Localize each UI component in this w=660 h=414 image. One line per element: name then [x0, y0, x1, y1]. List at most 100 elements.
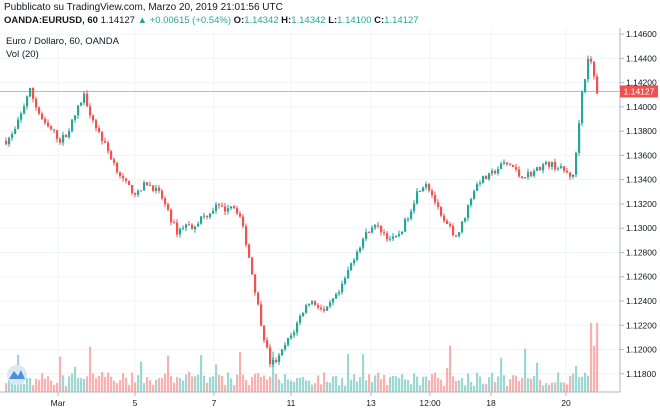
candle-body: [392, 236, 395, 239]
volume-bar: [482, 383, 485, 392]
candle-body: [401, 231, 404, 235]
high-value: 1.14342: [291, 15, 326, 26]
candle-body: [407, 218, 410, 220]
candle-body: [536, 167, 539, 171]
candle-body: [521, 176, 524, 179]
candle-body: [467, 204, 470, 218]
candle-body: [128, 180, 131, 185]
candle-body: [179, 228, 182, 235]
volume-bar: [575, 365, 578, 392]
candle-body: [293, 332, 296, 336]
volume-bar: [155, 379, 158, 392]
volume-bar: [479, 376, 482, 392]
candle-body: [269, 347, 272, 365]
volume-bar: [431, 374, 434, 392]
volume-bar: [359, 377, 362, 392]
last-price-badge: 1.14127: [620, 85, 658, 98]
candle-body: [503, 162, 506, 164]
volume-bar: [488, 377, 491, 392]
volume-bar: [521, 377, 524, 392]
x-tick-label: 13: [366, 398, 376, 408]
volume-bar: [200, 355, 203, 392]
candle-body: [413, 203, 416, 212]
close-label: C:: [374, 15, 385, 26]
price-axis[interactable]: 1.14600 1.14400 1.14200 1.14000 1.13800 1.136…: [620, 29, 657, 379]
candle-body: [461, 221, 464, 233]
candle-body: [71, 119, 74, 132]
candle-body: [83, 93, 86, 103]
candle-body: [560, 166, 563, 169]
change-text: +0.00615 (+0.54%): [149, 15, 231, 26]
candle-body: [131, 184, 134, 194]
y-tick-label: 1.13800: [626, 126, 657, 136]
candle-body: [575, 152, 578, 175]
volume-bar: [128, 384, 131, 392]
volume-bar: [563, 382, 566, 392]
candle-body: [464, 217, 467, 222]
volume-bar: [242, 374, 245, 392]
candle-body: [98, 128, 101, 133]
candle-body: [77, 105, 80, 116]
y-tick-label: 1.13400: [626, 175, 657, 185]
candle-body: [86, 93, 89, 107]
volume-bar: [377, 372, 380, 392]
candle-body: [512, 164, 515, 168]
volume-bar: [209, 377, 212, 392]
candlesticks: [5, 55, 599, 368]
volume-bar: [179, 378, 182, 392]
candle-body: [161, 190, 164, 199]
volume-bar: [329, 382, 332, 392]
volume-bar: [509, 379, 512, 392]
volume-bar: [308, 380, 311, 392]
volume-bar: [281, 383, 284, 392]
candle-body: [245, 226, 248, 245]
volume-bar: [539, 379, 542, 392]
volume-bar: [491, 372, 494, 392]
candle-body: [278, 355, 281, 363]
last-price-badge-text: 1.14127: [624, 86, 655, 96]
candle-body: [314, 301, 317, 306]
volume-bar: [110, 376, 113, 392]
volume-bar: [80, 378, 83, 392]
candle-body: [440, 206, 443, 216]
volume-bar: [485, 383, 488, 392]
volume-bar: [206, 382, 209, 392]
volume-bar: [464, 385, 467, 392]
candle-body: [542, 164, 545, 171]
y-tick-label: 1.12600: [626, 272, 657, 282]
candle-body: [212, 210, 215, 214]
volume-bar: [29, 378, 32, 392]
candle-body: [545, 162, 548, 165]
candle-body: [452, 225, 455, 236]
candle-body: [515, 167, 518, 170]
volume-bar: [350, 379, 353, 392]
volume-bar: [437, 378, 440, 392]
candle-body: [527, 172, 530, 178]
volume-bar: [500, 357, 503, 392]
up-arrow-icon: ▲: [137, 15, 147, 26]
volume-bar: [560, 382, 563, 392]
volume-bar: [176, 377, 179, 392]
candle-body: [92, 115, 95, 121]
candle-body: [29, 87, 32, 97]
candle-body: [410, 211, 413, 219]
time-axis[interactable]: Mar 5 7 11 13 12:00 18 20: [51, 392, 571, 408]
volume-bar: [548, 384, 551, 392]
volume-bar: [533, 375, 536, 392]
candle-body: [203, 215, 206, 217]
volume-bar: [293, 381, 296, 392]
candle-body: [350, 263, 353, 271]
volume-bar: [236, 374, 239, 392]
volume-bar: [56, 382, 59, 392]
candle-body: [320, 307, 323, 310]
candle-body: [494, 170, 497, 174]
candle-body: [470, 199, 473, 205]
volume-bar: [326, 381, 329, 392]
volume-bar: [356, 381, 359, 392]
volume-bar: [47, 376, 50, 392]
volume-bar: [146, 376, 149, 392]
candle-body: [89, 106, 92, 116]
candle-body: [506, 162, 509, 165]
volume-bar: [335, 375, 338, 392]
